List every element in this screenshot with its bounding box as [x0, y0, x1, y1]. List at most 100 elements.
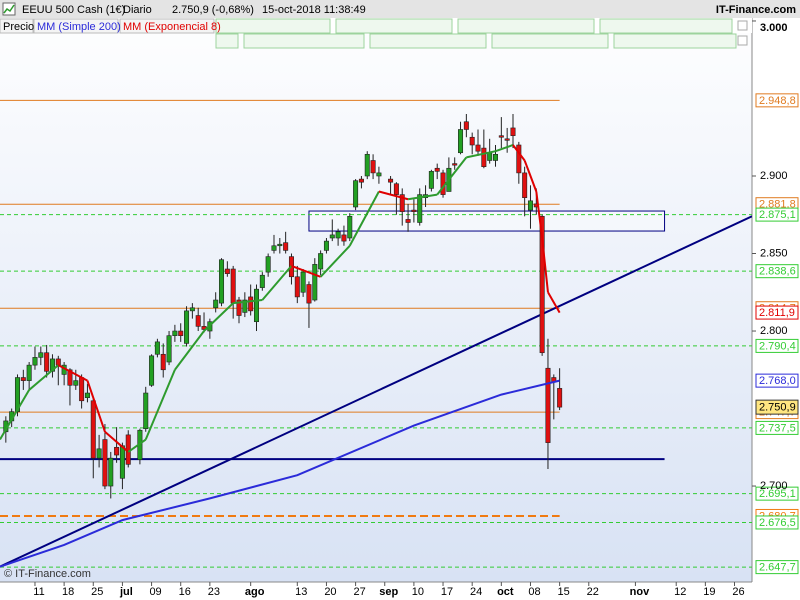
x-tick-label: 11 — [33, 586, 44, 598]
legend-entry[interactable]: MM (Simple 200) — [37, 21, 121, 33]
price-tag-label: 2.750,9 — [759, 402, 796, 414]
candle-body — [219, 259, 225, 304]
level-tag — [755, 93, 799, 108]
level-label: 2.790,4 — [759, 340, 796, 352]
candle-body — [242, 299, 248, 313]
x-tick-label: 24 — [470, 586, 482, 598]
legend-price[interactable]: Precio — [3, 21, 34, 33]
candle-body — [347, 216, 353, 239]
candle-body — [102, 439, 108, 487]
indicator-segment — [348, 191, 380, 247]
series-tag-label: 2.768,0 — [759, 375, 796, 387]
x-tick-label: 26 — [732, 586, 744, 598]
candle-body — [300, 271, 306, 293]
candle-body — [67, 369, 73, 386]
candle-body — [20, 377, 26, 381]
candle-body — [399, 194, 405, 212]
candle-body — [522, 172, 528, 199]
candle-body — [143, 392, 149, 429]
indicator-segment — [319, 245, 351, 278]
indicator-segment — [86, 380, 106, 433]
x-tick-label: 13 — [295, 586, 307, 598]
x-tick-label: sep — [379, 586, 398, 598]
candle-body — [527, 200, 533, 211]
candle-body — [376, 172, 382, 177]
x-tick-label: ago — [245, 586, 265, 598]
candle-body — [259, 274, 265, 288]
candle-body — [358, 178, 364, 183]
candle-body — [318, 253, 324, 270]
indicator-segment — [28, 364, 59, 391]
candle-body — [32, 357, 38, 366]
candle-body — [213, 299, 219, 309]
level-label: 2.875,1 — [759, 209, 796, 221]
indicator-segment — [104, 431, 129, 453]
candle-body — [306, 284, 312, 304]
candle-body — [481, 147, 487, 167]
indicator-segment — [144, 369, 176, 440]
candle-body — [84, 392, 90, 398]
indicator-segment — [541, 237, 549, 293]
brand: IT-Finance.com — [716, 4, 796, 16]
candle-body — [487, 152, 493, 161]
quote: 2.750,9 (-0,68%) — [172, 4, 254, 16]
candle-body — [253, 288, 259, 323]
candle-body — [178, 330, 184, 336]
level-tag — [755, 264, 799, 279]
candle-body — [172, 330, 178, 336]
candle-body — [189, 307, 195, 312]
candle-body — [108, 457, 114, 487]
candle-body — [364, 153, 370, 177]
panel-button[interactable] — [737, 35, 748, 46]
candle-body — [428, 171, 434, 189]
level-tag — [755, 486, 799, 501]
candle-body — [96, 448, 102, 459]
indicator-segment — [261, 265, 293, 301]
candle-body — [149, 355, 155, 386]
candle-body — [283, 242, 289, 251]
legend-box — [0, 18, 34, 34]
candle-body — [498, 135, 504, 138]
indicator-segment — [203, 302, 234, 332]
candle-body — [539, 216, 545, 354]
x-tick-label: 16 — [179, 586, 191, 598]
candle-body — [329, 234, 335, 239]
indicator-segment — [291, 264, 321, 278]
candle-body — [504, 138, 510, 141]
level-tag — [755, 515, 799, 530]
panel-button[interactable] — [737, 20, 748, 31]
plot — [0, 99, 752, 568]
candle-body — [545, 367, 551, 443]
level-label: 2.948,8 — [759, 95, 796, 107]
candle-body — [184, 310, 190, 344]
zone — [308, 210, 666, 232]
x-axis-background — [0, 582, 800, 600]
legend-entry[interactable]: MM (Exponencial 8) — [123, 21, 221, 33]
indicator-segment — [466, 150, 496, 159]
candle-body — [294, 276, 300, 298]
indicator-segment — [512, 144, 526, 162]
indicator-segment — [436, 156, 468, 196]
x-tick-label: 08 — [528, 586, 540, 598]
legend-box — [119, 18, 215, 34]
candle-body — [90, 400, 96, 459]
x-tick-label: jul — [119, 586, 133, 598]
candle-body — [26, 364, 32, 381]
indicator-segment — [495, 144, 514, 153]
level-tag — [755, 420, 799, 435]
level-label: 2.838,6 — [759, 266, 796, 278]
x-tick-label: 22 — [587, 586, 599, 598]
candle-body — [388, 178, 394, 183]
x-tick-label: 20 — [324, 586, 336, 598]
trendline — [0, 215, 752, 568]
candle-body — [119, 445, 125, 479]
x-tick-label: 12 — [674, 586, 686, 598]
indicator-line — [0, 379, 560, 568]
candle-body — [73, 380, 79, 386]
candle-body — [557, 388, 563, 408]
candle-body — [475, 144, 481, 152]
candle-body — [323, 240, 329, 251]
candle-body — [271, 245, 277, 251]
candle-body — [166, 335, 172, 363]
candle-body — [370, 160, 376, 174]
